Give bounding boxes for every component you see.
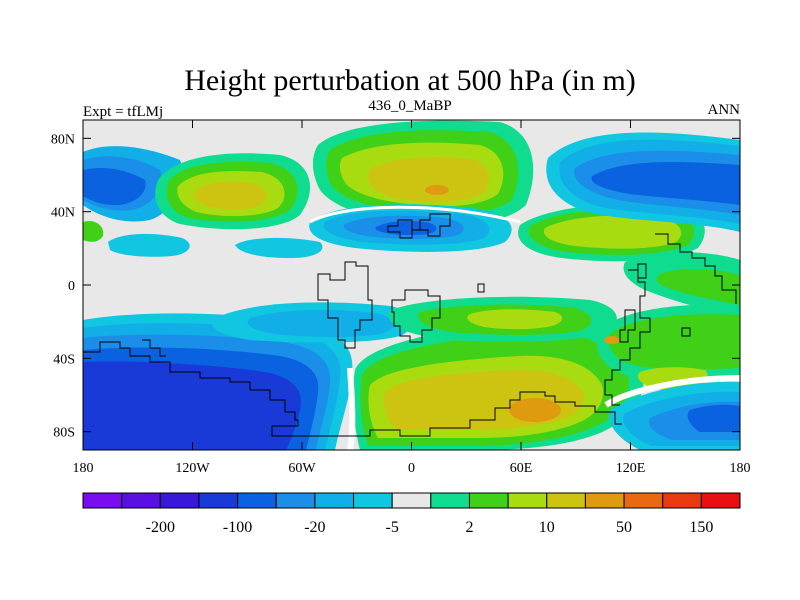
colorbar-label: -20: [304, 519, 325, 536]
colorbar: -200 -100 -20 -5 2 10 50 150: [82, 492, 741, 536]
contour-zero-band-sw: [604, 375, 740, 408]
contour-sw-pacific-trough: [609, 381, 740, 450]
contour-mediterranean-trough: [309, 204, 512, 252]
coastline-island: [477, 283, 485, 293]
coastline-new-zealand: [681, 327, 691, 337]
colorbar-label: -5: [386, 519, 399, 536]
lon-tick-label: 120W: [175, 461, 210, 476]
colorbar-swatch: [662, 492, 702, 509]
contour-arctic-ridge: [312, 120, 534, 224]
colorbar-swatch: [82, 492, 123, 509]
latitude-axis: 80N 40N 0 40S 80S: [51, 132, 740, 441]
lat-tick-label: 40N: [51, 206, 75, 221]
longitude-axis: 180 120W 60W 0 60E 120E 180: [73, 120, 751, 476]
coastline-pacific-islands: [637, 263, 647, 279]
contour-australia-max: [604, 336, 620, 344]
colorbar-swatch: [121, 492, 161, 509]
colorbar-swatch: [275, 492, 316, 509]
contour-atlantic-low: [108, 233, 190, 257]
lon-tick-label: 120E: [616, 461, 646, 476]
colorbar-swatch: [700, 492, 741, 509]
lon-tick-label: 60W: [288, 461, 316, 476]
colorbar-swatch: [159, 492, 200, 509]
season-label: ANN: [708, 102, 741, 118]
colorbar-label: 2: [465, 519, 473, 536]
coastline-australia: [604, 269, 651, 406]
colorbar-label: 50: [616, 519, 632, 536]
colorbar-swatch: [584, 492, 625, 509]
contour-tropical-green-east-inner: [656, 268, 740, 305]
colorbar-swatch: [391, 492, 432, 509]
contour-west-edge-green: [83, 220, 104, 242]
lon-tick-label: 180: [73, 461, 94, 476]
experiment-label: Expt = tfLMj: [83, 104, 163, 120]
contour-siberian-trough: [546, 132, 740, 232]
colorbar-swatch: [546, 492, 586, 509]
contour-fill-layer: [83, 120, 740, 450]
colorbar-label: 10: [539, 519, 555, 536]
coastline-south-america: [317, 261, 373, 349]
colorbar-label: -200: [146, 519, 175, 536]
colorbar-swatch: [468, 492, 509, 509]
lat-tick-label: 80S: [53, 426, 75, 441]
map-area: [82, 119, 741, 451]
lon-tick-label: 0: [408, 461, 415, 476]
contour-south-tropical-yellow: [467, 309, 563, 330]
colorbar-swatch: [314, 492, 355, 509]
colorbar-swatch: [198, 492, 239, 509]
colorbar-label: 150: [689, 519, 713, 536]
plot-title: Height perturbation at 500 hPa (in m): [184, 64, 636, 97]
contour-australia-ridge-inner: [608, 314, 740, 370]
coastline-east-asia: [655, 233, 737, 304]
coastline-africa: [391, 289, 441, 343]
colorbar-swatch: [237, 492, 277, 509]
colorbar-swatch: [353, 492, 393, 509]
lat-tick-label: 80N: [51, 132, 75, 147]
lon-tick-label: 60E: [510, 461, 533, 476]
run-label: 436_0_MaBP: [368, 98, 451, 114]
contour-zero-band-north: [309, 205, 521, 224]
colorbar-swatch: [430, 492, 470, 509]
lat-tick-label: 0: [68, 279, 75, 294]
contour-north-america-ridge: [155, 153, 311, 230]
lat-tick-label: 40S: [53, 352, 75, 367]
coastline-antarctic-peninsula: [142, 339, 166, 357]
contour-zero-band-south: [347, 367, 356, 450]
colorbar-swatch: [507, 492, 548, 509]
colorbar-label: -100: [223, 519, 252, 536]
coastline-europe: [387, 213, 451, 239]
contour-south-indian-ridge: [352, 318, 644, 450]
coastlines: [83, 213, 737, 437]
coastline-antarctica: [83, 341, 622, 437]
lon-tick-label: 180: [730, 461, 751, 476]
coastline-indonesia: [619, 309, 636, 343]
contour-eastpacific-low: [235, 237, 323, 258]
colorbar-swatch: [623, 492, 664, 509]
